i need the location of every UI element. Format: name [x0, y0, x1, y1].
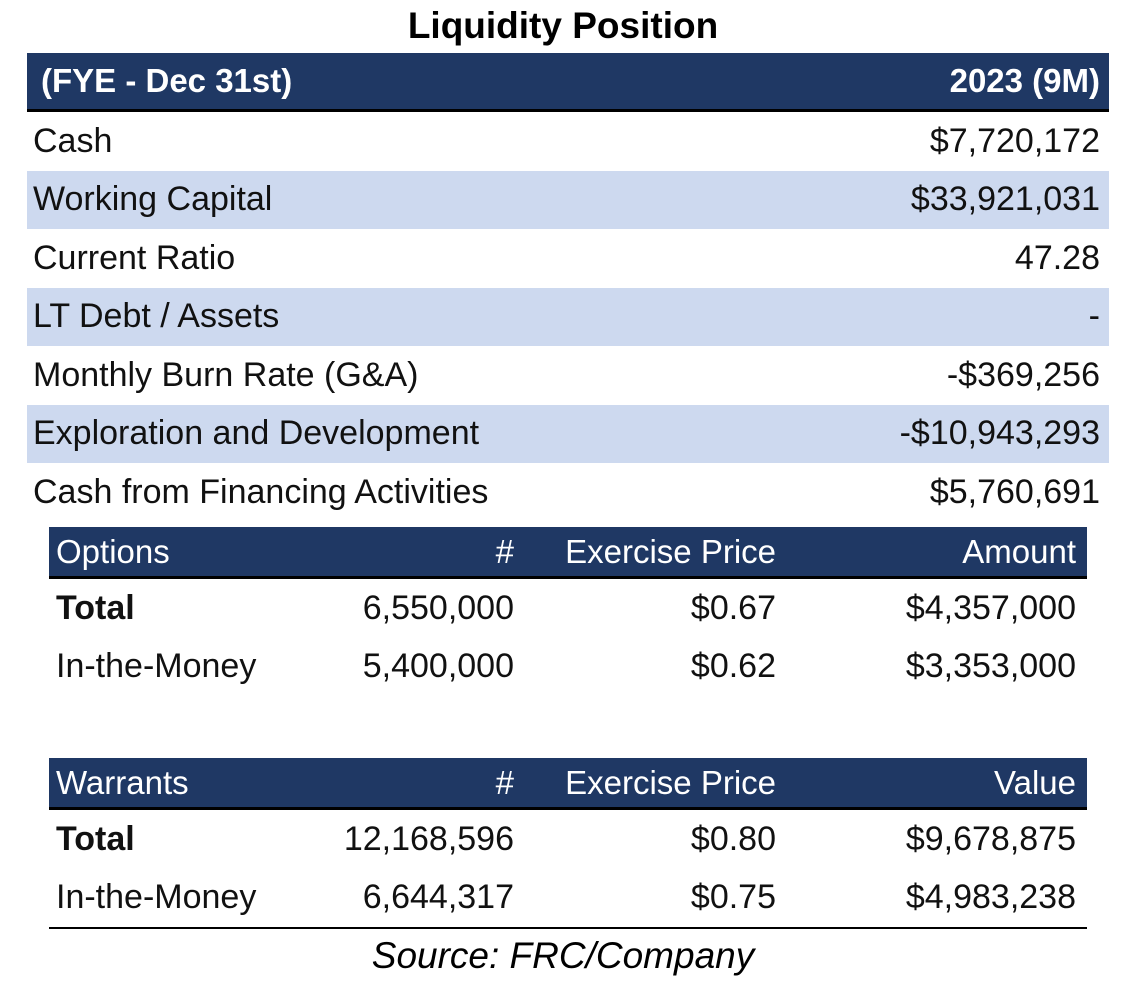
column-header: Options [56, 532, 170, 570]
row-label: Working Capital [33, 180, 273, 219]
liquidity-table: (FYE - Dec 31st) 2023 (9M) Cash $7,720,1… [27, 53, 1109, 522]
row-label: Cash [33, 121, 113, 160]
table-bottom-border [49, 927, 1087, 929]
liquidity-header-row: (FYE - Dec 31st) 2023 (9M) [27, 53, 1109, 109]
header-divider [27, 109, 1109, 112]
count-cell: 12,168,596 [343, 819, 514, 858]
price-cell: $0.62 [690, 647, 776, 686]
table-row: Current Ratio 47.28 [27, 229, 1109, 288]
row-label: Total [56, 588, 135, 627]
row-value: $33,921,031 [910, 180, 1100, 219]
amount-cell: $3,353,000 [905, 647, 1076, 686]
table-row: Cash $7,720,172 [27, 112, 1109, 171]
table-row: Total 6,550,000 $0.67 $4,357,000 [49, 579, 1087, 638]
row-label: Exploration and Development [33, 414, 480, 453]
page-title: Liquidity Position [407, 5, 719, 46]
row-value: - [1088, 297, 1100, 336]
column-header: Amount [962, 532, 1076, 570]
price-cell: $0.80 [690, 819, 776, 858]
amount-cell: $4,983,238 [905, 878, 1076, 917]
table-row: Total 12,168,596 $0.80 $9,678,875 [49, 810, 1087, 869]
column-header: Exercise Price [565, 763, 776, 801]
column-header: # [495, 763, 514, 801]
period-label: 2023 (9M) [949, 62, 1100, 99]
table-row: Working Capital $33,921,031 [27, 170, 1109, 229]
row-label: Current Ratio [33, 238, 236, 277]
table-row: Monthly Burn Rate (G&A) -$369,256 [27, 346, 1109, 405]
row-value: 47.28 [1014, 238, 1100, 277]
row-label: Cash from Financing Activities [33, 472, 489, 511]
table-row: LT Debt / Assets - [27, 287, 1109, 346]
table-row: In-the-Money 6,644,317 $0.75 $4,983,238 [49, 869, 1087, 928]
count-cell: 6,550,000 [362, 588, 514, 627]
table-row: Exploration and Development -$10,943,293 [27, 404, 1109, 463]
table-row: Cash from Financing Activities $5,760,69… [27, 463, 1109, 522]
row-value: $5,760,691 [929, 472, 1100, 511]
options-header-row: Options # Exercise Price Amount [49, 527, 1087, 579]
fiscal-year-label: (FYE - Dec 31st) [41, 62, 293, 99]
column-header: Exercise Price [565, 532, 776, 570]
options-table: Options # Exercise Price Amount Total 6,… [49, 527, 1087, 696]
table-row: In-the-Money 5,400,000 $0.62 $3,353,000 [49, 638, 1087, 697]
row-label: In-the-Money [56, 647, 257, 686]
row-value: -$369,256 [946, 355, 1100, 394]
row-label: LT Debt / Assets [33, 297, 280, 336]
warrants-table: Warrants # Exercise Price Value Total 12… [49, 758, 1087, 929]
row-label: Monthly Burn Rate (G&A) [33, 355, 419, 394]
column-header: # [495, 532, 514, 570]
price-cell: $0.67 [690, 588, 776, 627]
column-header: Warrants [56, 763, 189, 801]
source-note: Source: FRC/Company [371, 935, 755, 976]
count-cell: 6,644,317 [362, 878, 514, 917]
row-label: Total [56, 819, 135, 858]
amount-cell: $4,357,000 [905, 588, 1076, 627]
row-value: $7,720,172 [929, 121, 1100, 160]
amount-cell: $9,678,875 [905, 819, 1076, 858]
column-header: Value [994, 763, 1076, 801]
count-cell: 5,400,000 [362, 647, 514, 686]
row-label: In-the-Money [56, 878, 257, 917]
price-cell: $0.75 [690, 878, 776, 917]
row-value: -$10,943,293 [899, 414, 1100, 453]
warrants-header-row: Warrants # Exercise Price Value [49, 758, 1087, 810]
